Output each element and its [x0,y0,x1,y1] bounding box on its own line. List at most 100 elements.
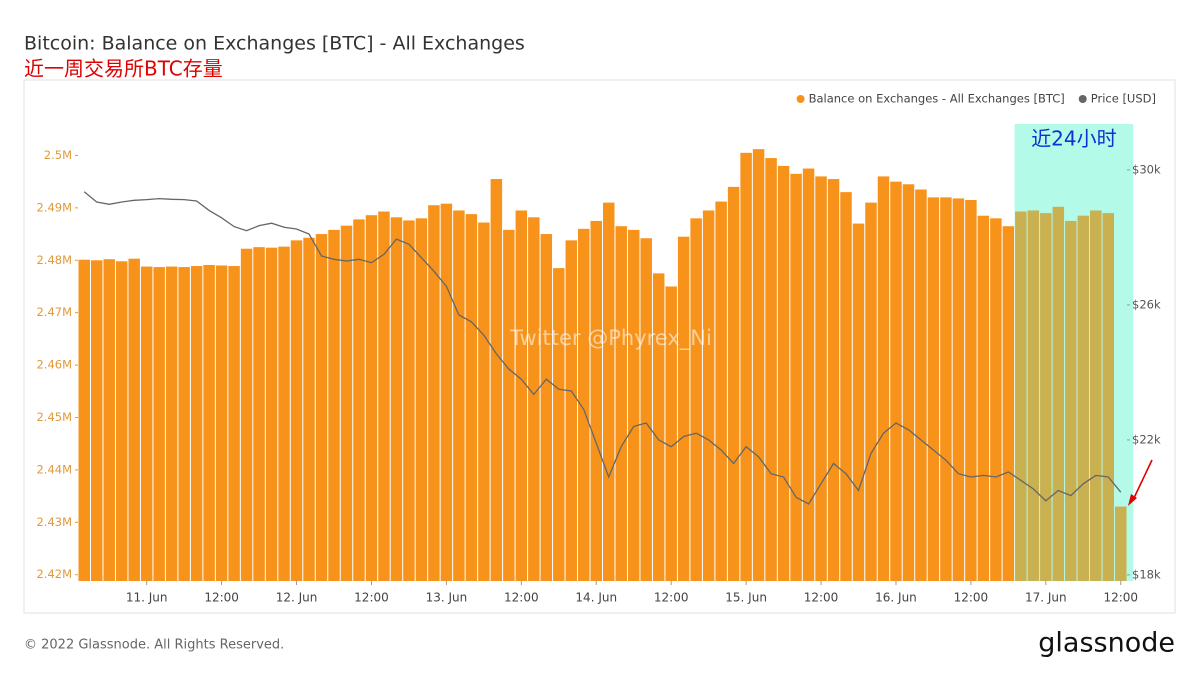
bar [528,217,540,582]
bar [278,246,290,581]
bar [727,186,740,582]
bar [228,266,240,581]
bar [215,265,228,581]
bar [665,286,677,581]
price-line [83,191,1122,505]
x-tick-label: 15. Jun [725,591,767,605]
y-tick-label: 2.45M [36,410,72,424]
bar [1115,506,1127,581]
bar [78,259,90,581]
bar [290,240,303,582]
bar [90,260,103,581]
bar [240,248,253,582]
y-tick-label: 2.49M [36,200,72,214]
bar [915,189,927,581]
bar [690,218,702,581]
bar [578,228,590,581]
bar [827,179,840,581]
bar [140,266,153,581]
bar [465,214,478,581]
y-tick-label: 2.48M [36,253,72,267]
y-tick-label: 2.43M [36,515,72,529]
bar [790,173,802,581]
footer: © 2022 Glassnode. All Rights Reserved. [24,638,284,653]
bar [615,226,627,581]
bar [890,181,902,581]
bar [677,236,690,582]
bar [353,219,365,581]
y-tick-label: 2.47M [36,305,72,319]
legend-label: Balance on Exchanges - All Exchanges [BT… [809,92,1065,106]
bar [415,218,428,581]
bar [165,266,178,581]
bar [103,259,115,581]
highlight-tint [1014,124,1134,581]
bar [390,217,403,582]
bar [840,192,852,581]
bar [952,198,965,581]
bar [490,179,503,581]
bar [602,202,615,582]
x-tick-label: 12:00 [354,591,389,605]
bar [877,176,890,581]
bar-layer [78,149,1127,582]
x-tick-label: 12:00 [504,591,539,605]
y-tick-label: 2.42M [36,567,72,581]
bar [902,184,915,581]
bar [128,258,140,581]
x-tick-label: 16. Jun [875,591,917,605]
annotation-arrow [1132,459,1153,501]
bar [403,220,415,581]
bar [190,266,203,581]
x-tick-label: 17. Jun [1025,591,1067,605]
bar [1015,211,1027,581]
bar [1077,215,1090,581]
x-tick-label: 12:00 [654,591,689,605]
highlight-label: 近24小时 [1031,127,1116,151]
bar [1052,206,1065,581]
bar [1002,226,1015,581]
bar [765,158,777,581]
y-tick-label: 2.44M [36,462,72,476]
bar [503,229,515,581]
bar [590,220,603,582]
bar [115,261,128,581]
bar [153,267,165,581]
bar [440,203,453,581]
bar [203,264,215,581]
brand-logo: glassnode [1038,628,1175,659]
bar [265,247,278,582]
bar [515,210,528,581]
chart-title: Bitcoin: Balance on Exchanges [BTC] - Al… [24,33,525,55]
bar [965,199,977,581]
bar [565,240,578,582]
bar [940,197,952,581]
bar [340,225,353,582]
x-tick-label: 12. Jun [276,591,318,605]
y2-tick-label: $30k [1132,162,1161,176]
bar [990,218,1002,581]
bar [815,176,827,581]
bar [253,247,265,581]
legend-swatch [796,95,805,103]
bar [927,197,940,581]
watermark: Twitter @Phyrex_Ni [509,326,712,351]
legend-swatch [1078,95,1087,103]
bar [315,234,328,581]
bar [178,267,190,581]
bar [802,168,815,582]
y-tick-label: 2.5M [44,148,72,162]
bar [540,234,553,581]
bar [328,229,340,581]
x-tick-label: 12:00 [804,591,839,605]
bar [865,202,877,582]
x-tick-label: 13. Jun [426,591,468,605]
bar [977,215,990,581]
x-tick-label: 12:00 [1103,591,1138,605]
bar [365,215,378,581]
x-tick-label: 12:00 [204,591,239,605]
legend-label: Price [USD] [1091,92,1156,106]
x-tick-label: 12:00 [954,591,989,605]
